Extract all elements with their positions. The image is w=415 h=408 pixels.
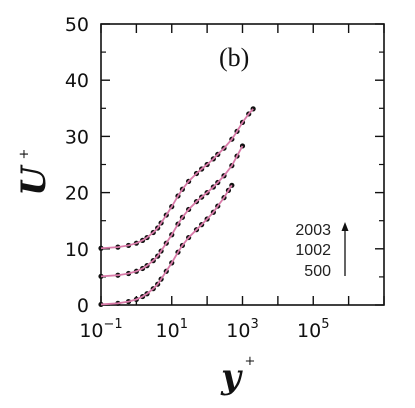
y-axis-title: U: [14, 164, 54, 196]
y-tick-label: 40: [65, 70, 89, 92]
x-tick-label: 103: [226, 317, 258, 342]
series-2003: [98, 106, 256, 251]
y-tick-label: 10: [65, 239, 89, 261]
series-line: [100, 108, 254, 250]
panel-label: (b): [219, 43, 249, 72]
y-tick-label: 0: [77, 295, 89, 317]
axis-ticks: [100, 23, 385, 306]
y-axis-title-superscript: +: [17, 149, 32, 160]
reynolds-annotation: 2003 1002 500: [295, 222, 349, 280]
x-tick-label: 10−1: [79, 317, 122, 342]
series-layer: [98, 106, 256, 308]
x-axis-title-superscript: +: [245, 354, 256, 369]
series-line: [100, 184, 233, 306]
annotation-arrow-head-icon: [341, 222, 349, 231]
annotation-label-2003: 2003: [295, 222, 331, 239]
y-tick-label: 30: [65, 126, 89, 148]
series-line: [100, 145, 244, 278]
x-tick-labels: 10−1 101 103 105: [79, 317, 329, 342]
y-tick-label: 50: [65, 14, 89, 36]
annotation-label-1002: 1002: [295, 242, 331, 259]
x-axis-title: y: [220, 357, 243, 397]
series-500: [98, 182, 235, 308]
y-tick-labels: 0 10 20 30 40 50: [65, 14, 89, 317]
x-tick-label: 101: [156, 317, 188, 342]
series-1002: [98, 143, 246, 279]
annotation-label-500: 500: [304, 263, 331, 280]
x-tick-label: 105: [297, 317, 329, 342]
y-tick-label: 20: [65, 183, 89, 205]
